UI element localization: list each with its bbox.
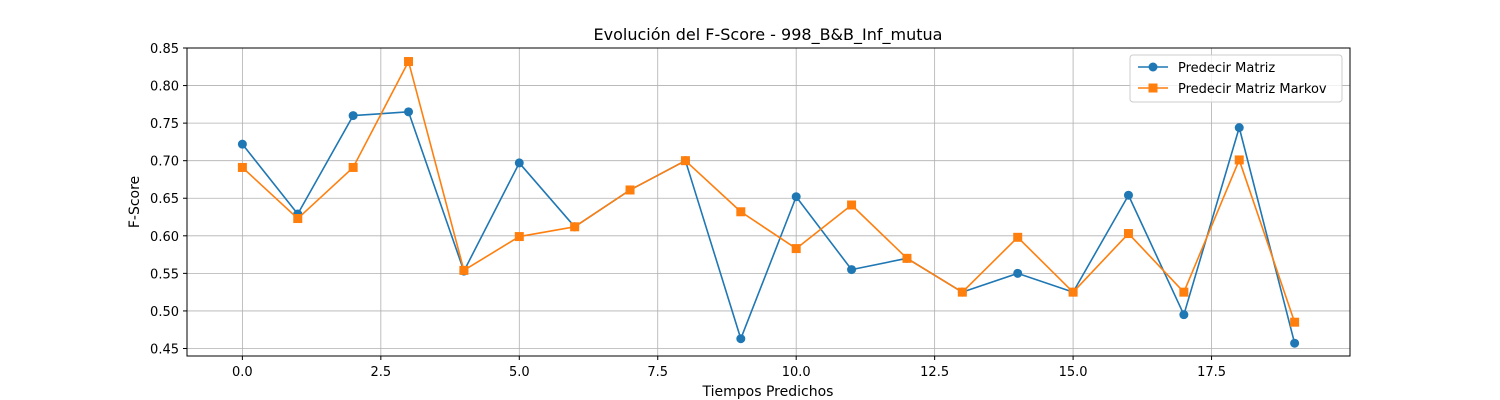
x-tick-label: 15.0: [1059, 365, 1088, 380]
legend: Predecir Matriz Predecir Matriz Markov: [1129, 54, 1343, 103]
x-tick-label: 12.5: [920, 365, 949, 380]
series-line-1: [241, 111, 1296, 344]
data-point: [791, 244, 801, 254]
data-point: [1123, 190, 1133, 200]
y-tick-label: 0.70: [150, 155, 179, 170]
data-point: [348, 111, 358, 121]
x-axis-label: Tiempos Predichos: [702, 384, 834, 400]
data-point: [625, 185, 635, 195]
data-point: [791, 192, 801, 202]
data-point: [1234, 123, 1244, 133]
y-tick-label: 0.60: [150, 230, 179, 245]
y-tick-label: 0.65: [150, 192, 179, 207]
data-point: [459, 265, 469, 275]
y-tick-label: 0.55: [150, 267, 179, 282]
y-tick-label: 0.50: [150, 305, 179, 320]
data-point: [1013, 268, 1023, 278]
x-tick-label: 17.5: [1197, 365, 1226, 380]
y-tick-label: 0.45: [150, 342, 179, 357]
x-tick-label: 0.0: [232, 365, 253, 380]
data-point: [1290, 338, 1300, 348]
legend-box: [1129, 54, 1343, 103]
x-tick-label: 7.5: [647, 365, 668, 380]
y-tick-label: 0.80: [150, 80, 179, 95]
data-point: [847, 265, 857, 275]
data-point: [736, 207, 746, 217]
data-point: [736, 334, 746, 344]
data-point: [570, 222, 580, 232]
data-point: [514, 158, 524, 168]
data-point: [514, 232, 524, 242]
axis-ticks: 0.0 2.5 5.0 7.5 10.0 12.5 15.0 17.5 0.45 0.50 0.55…: [150, 42, 1226, 380]
grid-lines: [187, 47, 1350, 356]
data-point: [1013, 232, 1023, 242]
legend-marker-2: [1148, 83, 1158, 93]
data-point: [1068, 287, 1078, 297]
y-tick-label: 0.85: [150, 42, 179, 57]
legend-marker-1: [1148, 62, 1158, 72]
series-line-2: [241, 60, 1296, 323]
data-point: [348, 162, 358, 172]
data-point: [1179, 310, 1189, 320]
x-tick-label: 5.0: [509, 365, 530, 380]
data-point: [237, 162, 247, 172]
legend-entry-2: Predecir Matriz Markov: [1178, 82, 1327, 97]
data-point: [902, 253, 912, 263]
data-point: [1234, 155, 1244, 165]
y-axis-label: F-Score: [127, 176, 143, 228]
data-point: [680, 156, 690, 166]
y-tick-label: 0.75: [150, 117, 179, 132]
data-point: [1290, 317, 1300, 327]
plot-frame: [186, 47, 1351, 357]
data-point: [847, 200, 857, 210]
x-tick-label: 2.5: [370, 365, 391, 380]
data-point: [237, 139, 247, 149]
data-point: [404, 57, 414, 67]
data-point: [404, 107, 414, 117]
data-point: [1179, 287, 1189, 297]
data-point: [293, 214, 303, 224]
data-point: [957, 287, 967, 297]
data-point: [1123, 229, 1133, 239]
series-lines: [237, 57, 1300, 348]
x-tick-label: 10.0: [782, 365, 811, 380]
legend-entry-1: Predecir Matriz: [1178, 61, 1275, 76]
chart-title: Evolución del F-Score - 998_B&B_Inf_mutu…: [594, 25, 943, 45]
